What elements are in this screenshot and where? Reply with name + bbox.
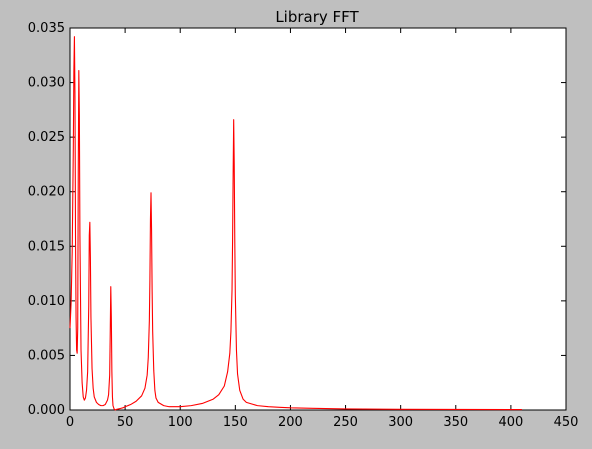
chart-title: Library FFT bbox=[275, 8, 359, 26]
x-tick-label: 300 bbox=[388, 415, 413, 430]
x-tick-label: 250 bbox=[333, 415, 358, 430]
x-tick-label: 450 bbox=[554, 415, 579, 430]
x-tick-label: 400 bbox=[498, 415, 523, 430]
series-layer bbox=[69, 36, 522, 411]
x-tick-label: 100 bbox=[168, 415, 193, 430]
x-tick-label: 0 bbox=[66, 415, 74, 430]
y-tick-label: 0.000 bbox=[28, 403, 65, 418]
axis-ticks bbox=[69, 27, 567, 411]
y-tick-label: 0.020 bbox=[28, 185, 65, 200]
fft-spectrum-line bbox=[69, 36, 522, 411]
y-tick-label: 0.035 bbox=[28, 21, 65, 36]
y-tick-label: 0.030 bbox=[28, 76, 65, 91]
x-tick-label: 200 bbox=[278, 415, 303, 430]
x-tick-label: 50 bbox=[117, 415, 134, 430]
y-tick-label: 0.025 bbox=[28, 130, 65, 145]
plot-area bbox=[69, 27, 567, 411]
x-tick-label: 150 bbox=[223, 415, 248, 430]
y-tick-label: 0.010 bbox=[28, 294, 65, 309]
y-tick-label: 0.005 bbox=[28, 348, 65, 363]
tick-labels: 0 50 100 150 200 250 300 350 400 450 0.000 0.005 0.0… bbox=[28, 21, 579, 430]
y-tick-label: 0.015 bbox=[28, 239, 65, 254]
x-tick-label: 350 bbox=[443, 415, 468, 430]
